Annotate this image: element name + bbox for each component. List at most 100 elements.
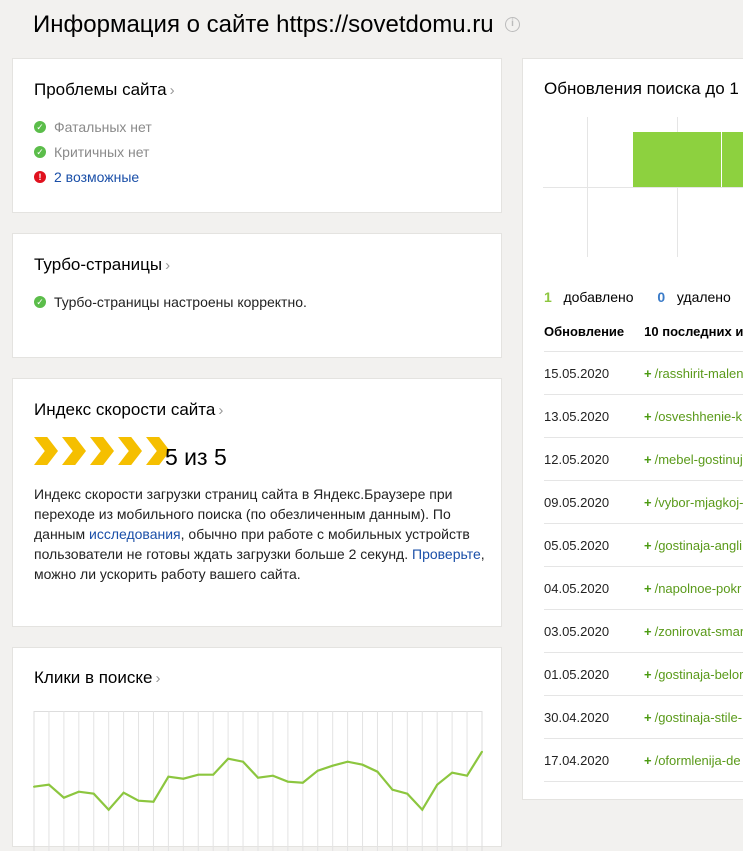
clicks-point[interactable]	[63, 797, 65, 799]
row-date: 01.05.2020	[544, 667, 644, 682]
turbo-title-text: Турбо-страницы	[34, 255, 162, 274]
table-row: 09.05.2020+/vybor-mjagkoj-	[544, 480, 743, 523]
chevron-right-icon: ›	[155, 670, 160, 687]
row-url[interactable]: /oformlenija-de	[655, 753, 741, 768]
problem-text: Фатальных нет	[54, 119, 152, 135]
chevron-right-icon: ›	[170, 82, 175, 99]
check-icon: ✓	[34, 146, 46, 158]
clicks-point[interactable]	[272, 775, 274, 777]
possible-problems-link[interactable]: 2 возможные	[54, 169, 139, 185]
clicks-point[interactable]	[317, 770, 319, 772]
clicks-point[interactable]	[481, 751, 483, 753]
row-date: 17.04.2020	[544, 753, 644, 768]
error-icon: !	[34, 171, 46, 183]
clicks-point[interactable]	[406, 793, 408, 795]
clicks-point[interactable]	[167, 776, 169, 778]
row-url[interactable]: /osveshhenie-k	[655, 409, 742, 424]
table-row: 17.04.2020+/oformlenija-de	[544, 738, 743, 781]
clicks-card: Клики в поиске›	[12, 647, 502, 847]
removed-count: 0	[657, 289, 665, 305]
row-date: 05.05.2020	[544, 538, 644, 553]
row-url[interactable]: /gostinaja-belor	[655, 667, 743, 682]
row-date: 30.04.2020	[544, 710, 644, 725]
row-date: 12.05.2020	[544, 452, 644, 467]
row-url[interactable]: /gostinaja-angli	[655, 538, 742, 553]
table-row: 04.05.2020+/napolnoe-pokr	[544, 566, 743, 609]
clicks-point[interactable]	[376, 771, 378, 773]
clicks-point[interactable]	[212, 774, 214, 776]
clicks-point[interactable]	[182, 778, 184, 780]
row-url[interactable]: /napolnoe-pokr	[655, 581, 742, 596]
row-url[interactable]: /gostinaja-stile-	[655, 710, 742, 725]
chart-bar[interactable]	[722, 132, 743, 187]
chart-bar[interactable]	[633, 132, 721, 187]
row-url[interactable]: /zonirovat-smar	[655, 624, 743, 639]
clicks-point[interactable]	[466, 775, 468, 777]
clicks-point[interactable]	[287, 781, 289, 783]
arrow-icon	[118, 437, 142, 465]
turbo-card: Турбо-страницы› ✓ Турбо-страницы настроен…	[12, 233, 502, 358]
table-row: 05.05.2020+/gostinaja-angli	[544, 523, 743, 566]
chevron-right-icon: ›	[218, 402, 223, 419]
table-row: 15.05.2020+/rasshirit-malen	[544, 351, 743, 394]
clicks-point[interactable]	[123, 792, 125, 794]
clicks-title[interactable]: Клики в поиске›	[34, 668, 160, 688]
table-row: 13.05.2020+/osveshhenie-k	[544, 394, 743, 437]
info-icon[interactable]: i	[505, 17, 520, 32]
clicks-point[interactable]	[108, 809, 110, 811]
row-date: 04.05.2020	[544, 581, 644, 596]
updates-summary: 1 добавлено 0 удалено	[544, 289, 731, 305]
table-row: 30.04.2020+/gostinaja-stile-	[544, 695, 743, 738]
clicks-point[interactable]	[257, 777, 259, 779]
clicks-point[interactable]	[138, 800, 140, 802]
plus-icon: +	[644, 624, 652, 639]
clicks-point[interactable]	[48, 784, 50, 786]
clicks-point[interactable]	[436, 784, 438, 786]
turbo-title[interactable]: Турбо-страницы›	[34, 255, 170, 275]
clicks-point[interactable]	[391, 789, 393, 791]
speed-title[interactable]: Индекс скорости сайта›	[34, 400, 223, 420]
row-url[interactable]: /mebel-gostinuj	[655, 452, 743, 467]
clicks-point[interactable]	[332, 765, 334, 767]
row-url[interactable]: /rasshirit-malen	[655, 366, 743, 381]
clicks-point[interactable]	[421, 809, 423, 811]
clicks-point[interactable]	[362, 764, 364, 766]
table-row: 01.05.2020+/gostinaja-belor	[544, 652, 743, 695]
turbo-status-text: Турбо-страницы настроены корректно.	[54, 294, 307, 310]
row-url[interactable]: /vybor-mjagkoj-	[655, 495, 743, 510]
clicks-point[interactable]	[451, 772, 453, 774]
clicks-chart	[33, 711, 483, 851]
plus-icon: +	[644, 452, 652, 467]
arrow-icon	[62, 437, 86, 465]
chevron-right-icon: ›	[165, 257, 170, 274]
problems-title-text: Проблемы сайта	[34, 80, 167, 99]
table-bottom-border	[544, 781, 743, 782]
problem-fatal: ✓ Фатальных нет	[34, 119, 152, 135]
problem-possible[interactable]: ! 2 возможные	[34, 169, 139, 185]
clicks-point[interactable]	[152, 801, 154, 803]
added-label: добавлено	[563, 289, 633, 305]
check-icon: ✓	[34, 296, 46, 308]
problems-title[interactable]: Проблемы сайта›	[34, 80, 175, 100]
plus-icon: +	[644, 409, 652, 424]
plus-icon: +	[644, 495, 652, 510]
plus-icon: +	[644, 538, 652, 553]
clicks-point[interactable]	[93, 793, 95, 795]
clicks-point[interactable]	[197, 774, 199, 776]
check-icon: ✓	[34, 121, 46, 133]
row-date: 13.05.2020	[544, 409, 644, 424]
clicks-point[interactable]	[347, 761, 349, 763]
clicks-point[interactable]	[33, 786, 35, 788]
row-date: 15.05.2020	[544, 366, 644, 381]
clicks-point[interactable]	[227, 758, 229, 760]
clicks-point[interactable]	[302, 782, 304, 784]
clicks-point[interactable]	[242, 761, 244, 763]
check-link[interactable]: Проверьте	[412, 546, 481, 562]
clicks-point[interactable]	[78, 791, 80, 793]
arrow-icon	[34, 437, 58, 465]
research-link[interactable]: исследования	[89, 526, 181, 542]
turbo-status: ✓ Турбо-страницы настроены корректно.	[34, 294, 307, 310]
plus-icon: +	[644, 710, 652, 725]
problems-card: Проблемы сайта› ✓Фатальных нет ✓Критичны…	[12, 58, 502, 213]
